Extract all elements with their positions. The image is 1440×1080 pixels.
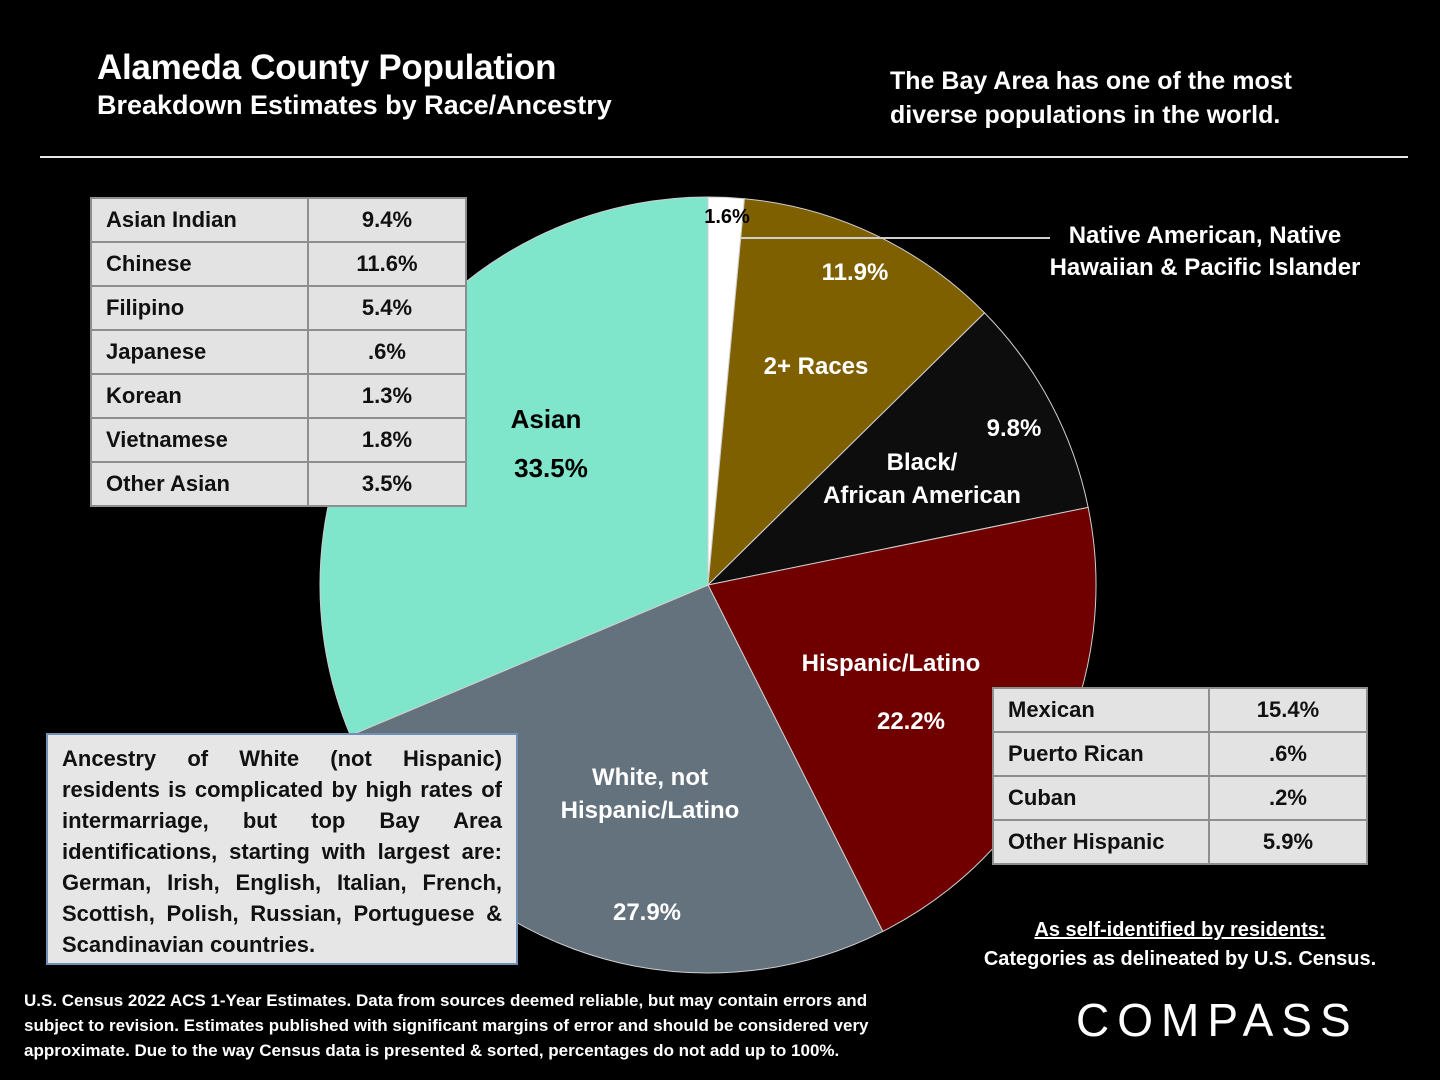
chart-title: Alameda County Population <box>97 48 557 87</box>
self-identified-note: As self-identified by residents: Categor… <box>960 916 1400 974</box>
compass-logo: COMPASS <box>1076 994 1359 1046</box>
table-row: Other Asian 3.5% <box>90 461 467 507</box>
asian-value-cell: 9.4% <box>307 197 467 243</box>
table-row: Cuban .2% <box>992 775 1368 821</box>
chart-subtitle: Breakdown Estimates by Race/Ancestry <box>97 90 612 120</box>
white-ancestry-note: Ancestry of White (not Hispanic) residen… <box>46 733 518 965</box>
hispanic-name-cell: Mexican <box>992 687 1210 733</box>
hispanic-name-cell: Other Hispanic <box>992 819 1210 865</box>
table-row: Chinese 11.6% <box>90 241 467 287</box>
asian-name-cell: Asian Indian <box>90 197 309 243</box>
slice-category-label: 2+ Races <box>764 353 869 380</box>
slice-category-label: White, not Hispanic/Latino <box>561 764 740 824</box>
hispanic-name-cell: Puerto Rican <box>992 731 1210 777</box>
hispanic-value-cell: 15.4% <box>1208 687 1368 733</box>
tagline: The Bay Area has one of the most diverse… <box>890 67 1292 129</box>
table-row: Vietnamese 1.8% <box>90 417 467 463</box>
table-row: Asian Indian 9.4% <box>90 197 467 243</box>
header-divider <box>40 156 1408 158</box>
hispanic-breakdown-table: Mexican 15.4% Puerto Rican .6% Cuban .2% Other… <box>992 687 1368 865</box>
slice-value-label: 11.9% <box>822 259 889 286</box>
hispanic-value-cell: 5.9% <box>1208 819 1368 865</box>
asian-breakdown-table: Asian Indian 9.4% Chinese 11.6% Filipino 5.4%… <box>90 197 467 507</box>
hispanic-name-cell: Cuban <box>992 775 1210 821</box>
asian-value-cell: 1.8% <box>307 417 467 463</box>
asian-name-cell: Japanese <box>90 329 309 375</box>
hispanic-value-cell: .6% <box>1208 731 1368 777</box>
table-row: Korean 1.3% <box>90 373 467 419</box>
table-row: Puerto Rican .6% <box>992 731 1368 777</box>
asian-name-cell: Korean <box>90 373 309 419</box>
asian-name-cell: Filipino <box>90 285 309 331</box>
self-identified-line2: Categories as delineated by U.S. Census. <box>983 948 1377 970</box>
table-row: Japanese .6% <box>90 329 467 375</box>
slice-value-label: 33.5% <box>514 453 588 483</box>
asian-name-cell: Vietnamese <box>90 417 309 463</box>
slice-value-label: 27.9% <box>613 899 681 926</box>
slice-category-label: Hispanic/Latino <box>802 650 981 677</box>
table-row: Other Hispanic 5.9% <box>992 819 1368 865</box>
native-callout-label: Native American, Native Hawaiian & Pacif… <box>1049 222 1361 281</box>
table-row: Mexican 15.4% <box>992 687 1368 733</box>
hispanic-value-cell: .2% <box>1208 775 1368 821</box>
table-row: Filipino 5.4% <box>90 285 467 331</box>
asian-value-cell: .6% <box>307 329 467 375</box>
source-footnote: U.S. Census 2022 ACS 1-Year Estimates. D… <box>24 991 869 1060</box>
pie-slice <box>706 312 1089 586</box>
asian-name-cell: Other Asian <box>90 461 309 507</box>
asian-name-cell: Chinese <box>90 241 309 287</box>
asian-value-cell: 1.3% <box>307 373 467 419</box>
slice-category-label: Asian <box>511 404 582 434</box>
slice-value-label: 9.8% <box>987 415 1042 442</box>
asian-value-cell: 5.4% <box>307 285 467 331</box>
asian-value-cell: 3.5% <box>307 461 467 507</box>
slice-value-label: 22.2% <box>877 708 945 735</box>
slice-category-label: Black/African American <box>823 449 1021 509</box>
self-identified-line1: As self-identified by residents: <box>1034 919 1326 941</box>
slice-value-label: 1.6% <box>704 206 750 228</box>
asian-value-cell: 11.6% <box>307 241 467 287</box>
pie-slice <box>707 198 986 587</box>
